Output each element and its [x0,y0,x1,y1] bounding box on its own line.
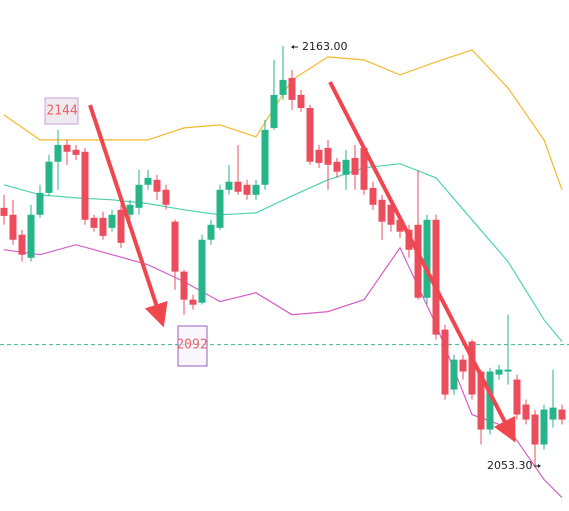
candle-body [279,79,287,95]
candle-body [387,204,395,225]
candle-body [162,189,170,205]
candle-body [108,214,116,228]
candle-body [90,217,98,228]
label-arrow [291,45,294,49]
candle-body [315,149,323,163]
candle-body [198,239,206,303]
candle-body [171,221,179,272]
low-label: 2053.30 [487,459,533,472]
candle-body [261,129,269,185]
candle-body [342,159,350,175]
candle-body [225,181,233,190]
candle-body [333,161,341,172]
candle-body [351,157,359,175]
candle-body [234,181,242,192]
annotation: 2092 [176,338,207,353]
candle-body [135,184,143,208]
candle-body [396,219,404,232]
arrow [88,104,168,328]
annotation-box [177,325,208,367]
candle-body [216,189,224,228]
high-label: 2163.00 [302,40,348,53]
candle-body [531,414,539,445]
candle-body [369,187,377,205]
candle-body [153,179,161,192]
label-arrow [538,464,541,468]
candle-body [540,409,548,445]
candles [0,46,566,468]
candle-body [450,359,458,390]
candle-body [441,329,449,395]
candle-body [270,94,278,128]
candle-body [522,404,530,420]
candle-body [72,149,80,155]
candle-body [207,224,215,240]
candle-body [99,217,107,236]
candle-body [54,144,62,162]
candle-body [432,219,440,335]
candle-body [45,161,53,193]
arrow [328,81,516,443]
candle-body [63,144,71,152]
candle-body [378,199,386,222]
candle-body [459,359,467,372]
candle-body [324,147,332,165]
candle-body [9,214,17,240]
candle-body [288,77,296,100]
candle-body [423,219,431,298]
band-line [3,163,563,342]
candle-body [495,369,503,375]
candle-body [513,379,521,415]
annotation: 2144 [46,104,77,119]
candle-body [81,151,89,220]
candle-body [486,371,494,430]
candle-body [243,184,251,195]
candle-body [189,299,197,305]
candle-body [414,224,422,298]
candle-body [360,147,368,190]
candle-body [27,214,35,258]
candle-body [297,94,305,108]
candle-body [144,177,152,185]
candle-body [477,371,485,430]
candle-body [18,234,26,255]
bands [3,49,563,499]
candle-body [36,192,44,215]
candle-body [306,107,314,162]
candle-body [117,209,125,243]
candle-body [504,369,512,372]
candle-body [468,341,476,395]
candle-body [252,184,260,195]
candle-body [0,207,8,216]
candle-body [180,271,188,300]
candle-body [549,407,557,420]
candle-body [126,204,134,215]
candle-body [558,409,566,420]
annotation-box [44,97,79,125]
